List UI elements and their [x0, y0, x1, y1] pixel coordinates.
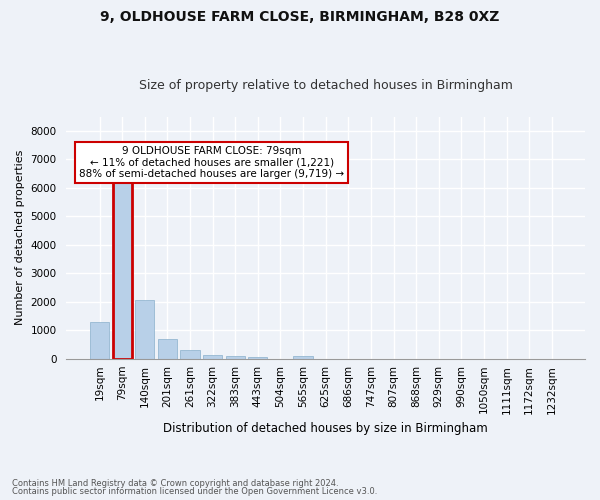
Y-axis label: Number of detached properties: Number of detached properties: [15, 150, 25, 326]
Bar: [158, 340, 177, 358]
Bar: [293, 356, 313, 358]
Bar: [113, 171, 132, 358]
Bar: [226, 356, 245, 358]
Text: Contains public sector information licensed under the Open Government Licence v3: Contains public sector information licen…: [12, 487, 377, 496]
X-axis label: Distribution of detached houses by size in Birmingham: Distribution of detached houses by size …: [163, 422, 488, 435]
Bar: [90, 322, 109, 358]
Bar: [248, 357, 268, 358]
Text: 9, OLDHOUSE FARM CLOSE, BIRMINGHAM, B28 0XZ: 9, OLDHOUSE FARM CLOSE, BIRMINGHAM, B28 …: [100, 10, 500, 24]
Bar: [181, 350, 200, 358]
Bar: [203, 354, 222, 358]
Text: 9 OLDHOUSE FARM CLOSE: 79sqm
← 11% of detached houses are smaller (1,221)
88% of: 9 OLDHOUSE FARM CLOSE: 79sqm ← 11% of de…: [79, 146, 344, 179]
Title: Size of property relative to detached houses in Birmingham: Size of property relative to detached ho…: [139, 79, 512, 92]
Text: Contains HM Land Registry data © Crown copyright and database right 2024.: Contains HM Land Registry data © Crown c…: [12, 478, 338, 488]
Bar: [135, 300, 154, 358]
